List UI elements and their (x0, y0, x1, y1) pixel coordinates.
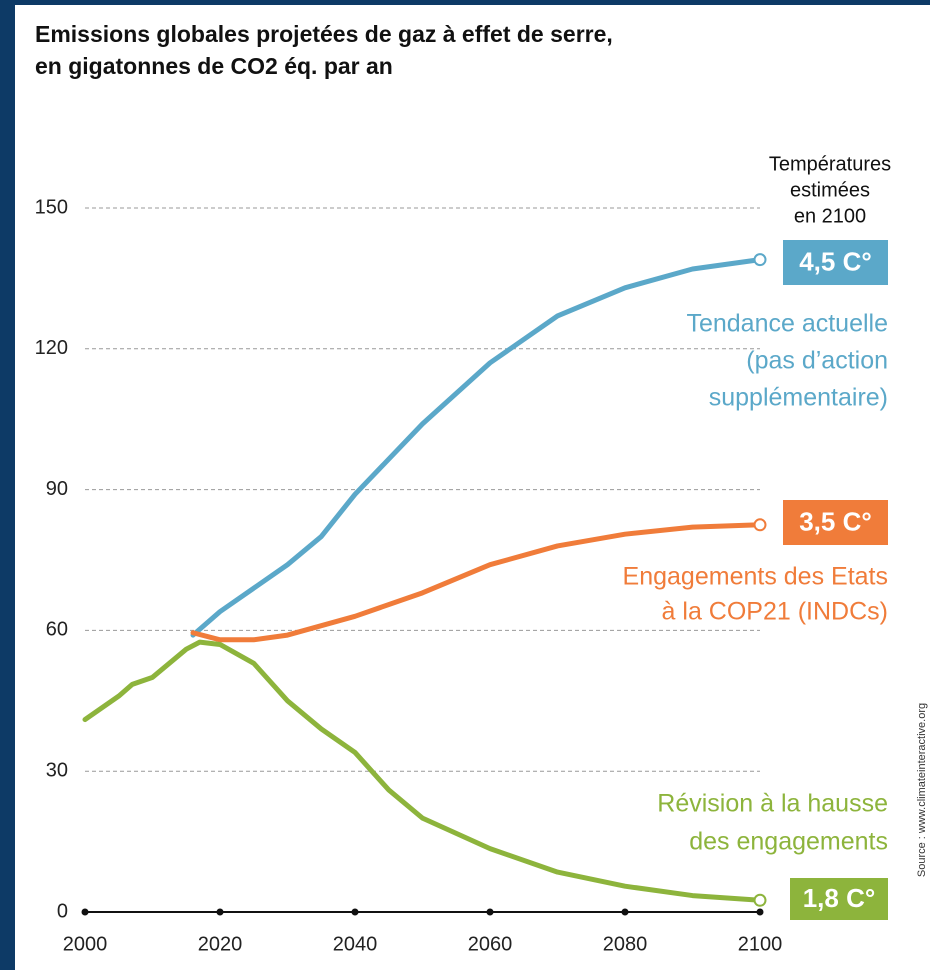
x-tick (351, 908, 359, 916)
end-point (753, 893, 767, 907)
end-label: 4,5 C° (799, 246, 872, 276)
line (190, 257, 763, 638)
series-label: Tendance actuelle (686, 310, 888, 338)
end-label: 3,5 C° (799, 506, 872, 536)
x-tick-label: 2080 (603, 933, 648, 955)
end-point (753, 518, 767, 532)
end-label: 1,8 C° (803, 883, 876, 913)
annotation: estimées (790, 179, 870, 201)
x-tick (756, 908, 764, 916)
series-label: Engagements des Etats (623, 563, 888, 591)
annotation: Températures (769, 153, 891, 175)
x-tick-label: 2060 (468, 933, 513, 955)
y-tick-label: 60 (46, 619, 68, 641)
x-tick-label: 2020 (198, 933, 243, 955)
y-tick-label: 120 (35, 337, 68, 359)
series-label: des engagements (689, 828, 888, 856)
y-tick-label: 90 (46, 478, 68, 500)
x-tick (81, 908, 89, 916)
y-tick-label: 150 (35, 196, 68, 218)
x-tick (486, 908, 494, 916)
annotation: en 2100 (794, 205, 866, 227)
x-tick (621, 908, 629, 916)
series-label: (pas d’action (746, 347, 888, 375)
line (82, 639, 763, 903)
end-point (753, 253, 767, 267)
x-tick (216, 908, 224, 916)
end-label-box (790, 878, 888, 920)
x-tick-label: 2040 (333, 933, 378, 955)
x-tick-label: 2100 (738, 933, 783, 955)
source: Source : www.climateinteractive.org (916, 703, 928, 877)
x-tick-label: 2000 (63, 933, 108, 955)
series-label: à la COP21 (INDCs) (662, 598, 888, 626)
end-label-box (783, 500, 888, 545)
end-label-box (783, 240, 888, 285)
line (190, 522, 763, 643)
chart-title: en gigatonnes de CO2 éq. par an (35, 53, 393, 79)
series-label: Révision à la hausse (657, 790, 888, 818)
chart-title: Emissions globales projetées de gaz à ef… (35, 21, 613, 47)
y-tick-label: 30 (46, 759, 68, 781)
y-tick-label: 0 (57, 900, 68, 922)
background (15, 5, 930, 970)
series-label: supplémentaire) (709, 384, 888, 412)
